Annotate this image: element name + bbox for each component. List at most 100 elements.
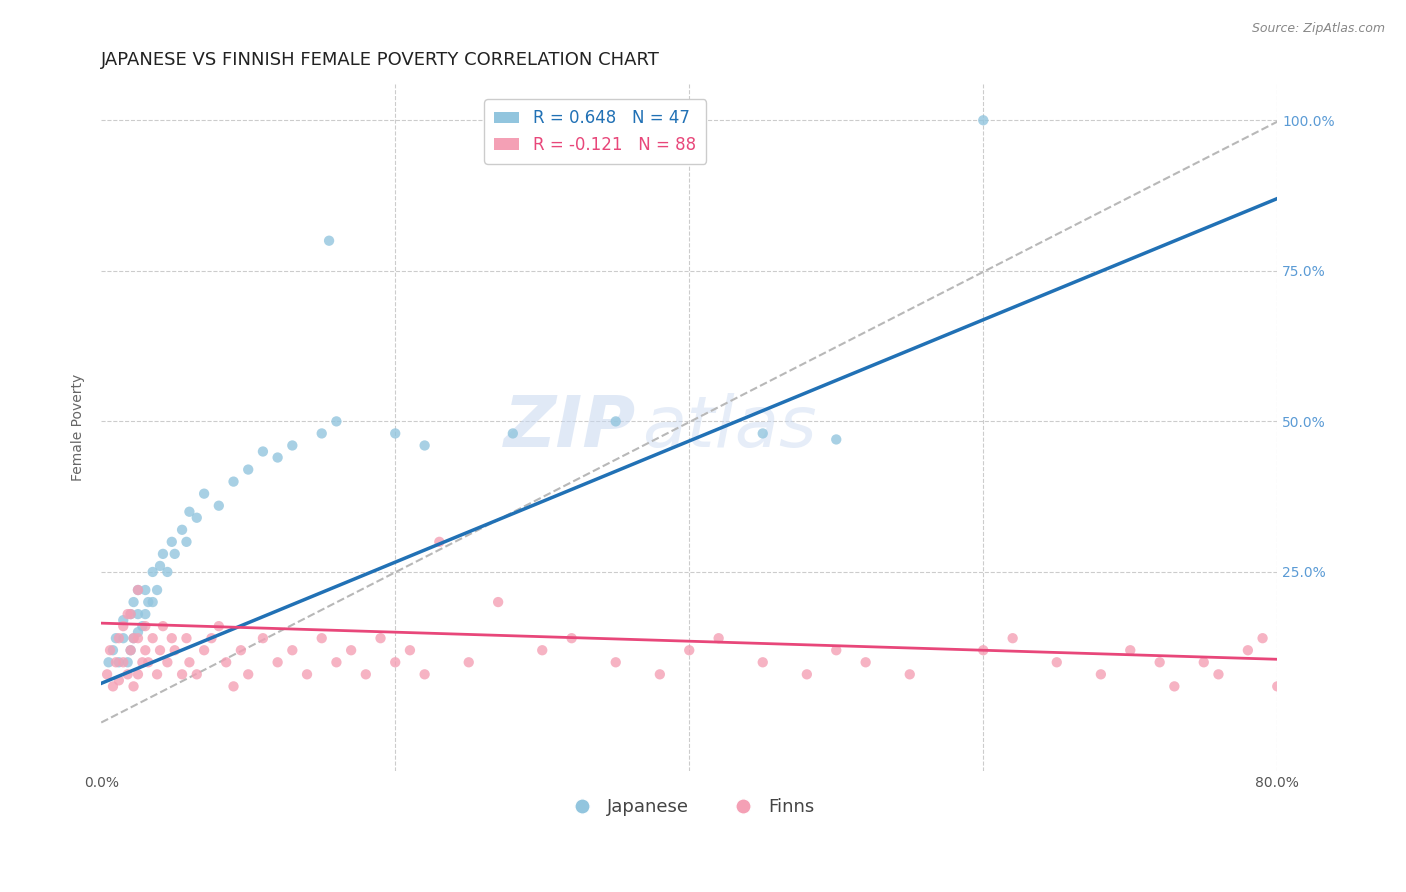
Point bbox=[531, 643, 554, 657]
Point bbox=[340, 643, 363, 657]
Point bbox=[193, 643, 215, 657]
Point bbox=[208, 619, 231, 633]
Point bbox=[96, 667, 118, 681]
Point bbox=[354, 667, 377, 681]
Point bbox=[311, 631, 333, 645]
Point bbox=[222, 679, 245, 693]
Point bbox=[146, 667, 169, 681]
Point bbox=[108, 673, 131, 688]
Point bbox=[1001, 631, 1024, 645]
Point bbox=[179, 655, 201, 669]
Point bbox=[1046, 655, 1069, 669]
Point bbox=[266, 655, 288, 669]
Point bbox=[117, 667, 139, 681]
Point bbox=[427, 534, 450, 549]
Point bbox=[136, 655, 159, 669]
Point bbox=[142, 565, 165, 579]
Point bbox=[120, 643, 142, 657]
Point bbox=[142, 631, 165, 645]
Point bbox=[134, 643, 156, 657]
Point bbox=[229, 643, 252, 657]
Point bbox=[1208, 667, 1230, 681]
Text: atlas: atlas bbox=[643, 392, 817, 462]
Point bbox=[127, 625, 149, 640]
Point bbox=[179, 505, 201, 519]
Point bbox=[1251, 631, 1274, 645]
Point bbox=[898, 667, 921, 681]
Point bbox=[149, 643, 172, 657]
Point bbox=[208, 499, 231, 513]
Point bbox=[238, 462, 260, 476]
Point bbox=[399, 643, 422, 657]
Point bbox=[502, 426, 524, 441]
Point bbox=[384, 655, 406, 669]
Point bbox=[122, 679, 145, 693]
Point bbox=[384, 426, 406, 441]
Point bbox=[163, 643, 186, 657]
Text: ZIP: ZIP bbox=[505, 392, 637, 462]
Point bbox=[170, 523, 193, 537]
Point bbox=[127, 667, 149, 681]
Point bbox=[972, 643, 994, 657]
Point bbox=[238, 667, 260, 681]
Point bbox=[1265, 679, 1288, 693]
Point bbox=[112, 655, 135, 669]
Legend: Japanese, Finns: Japanese, Finns bbox=[557, 791, 823, 823]
Point bbox=[136, 595, 159, 609]
Point bbox=[122, 631, 145, 645]
Point bbox=[1119, 643, 1142, 657]
Text: Source: ZipAtlas.com: Source: ZipAtlas.com bbox=[1251, 22, 1385, 36]
Point bbox=[122, 595, 145, 609]
Point bbox=[170, 667, 193, 681]
Point bbox=[163, 547, 186, 561]
Point bbox=[112, 619, 135, 633]
Point bbox=[152, 547, 174, 561]
Point bbox=[131, 619, 153, 633]
Point bbox=[215, 655, 238, 669]
Point bbox=[200, 631, 222, 645]
Point bbox=[101, 679, 124, 693]
Point bbox=[108, 631, 131, 645]
Point bbox=[266, 450, 288, 465]
Point bbox=[193, 486, 215, 500]
Point bbox=[325, 414, 347, 428]
Point bbox=[1149, 655, 1171, 669]
Point bbox=[1399, 667, 1406, 681]
Point bbox=[1090, 667, 1112, 681]
Point bbox=[1369, 679, 1392, 693]
Point bbox=[1295, 667, 1317, 681]
Point bbox=[112, 613, 135, 627]
Point bbox=[281, 438, 304, 452]
Point bbox=[186, 667, 208, 681]
Point bbox=[1310, 643, 1333, 657]
Point bbox=[648, 667, 671, 681]
Point bbox=[156, 655, 179, 669]
Point bbox=[561, 631, 583, 645]
Point bbox=[1324, 679, 1347, 693]
Point bbox=[186, 510, 208, 524]
Point bbox=[486, 595, 509, 609]
Point bbox=[413, 438, 436, 452]
Point bbox=[152, 619, 174, 633]
Point bbox=[127, 582, 149, 597]
Point bbox=[605, 414, 627, 428]
Point bbox=[281, 643, 304, 657]
Point bbox=[176, 631, 198, 645]
Point bbox=[325, 655, 347, 669]
Point bbox=[112, 631, 135, 645]
Point bbox=[160, 534, 183, 549]
Point bbox=[101, 643, 124, 657]
Point bbox=[104, 631, 127, 645]
Point bbox=[707, 631, 730, 645]
Point bbox=[1237, 643, 1260, 657]
Point bbox=[127, 582, 149, 597]
Point bbox=[108, 655, 131, 669]
Point bbox=[1354, 667, 1376, 681]
Point bbox=[678, 643, 700, 657]
Point bbox=[134, 607, 156, 621]
Point bbox=[1340, 655, 1362, 669]
Point bbox=[751, 655, 773, 669]
Point bbox=[751, 426, 773, 441]
Point bbox=[122, 631, 145, 645]
Point bbox=[127, 607, 149, 621]
